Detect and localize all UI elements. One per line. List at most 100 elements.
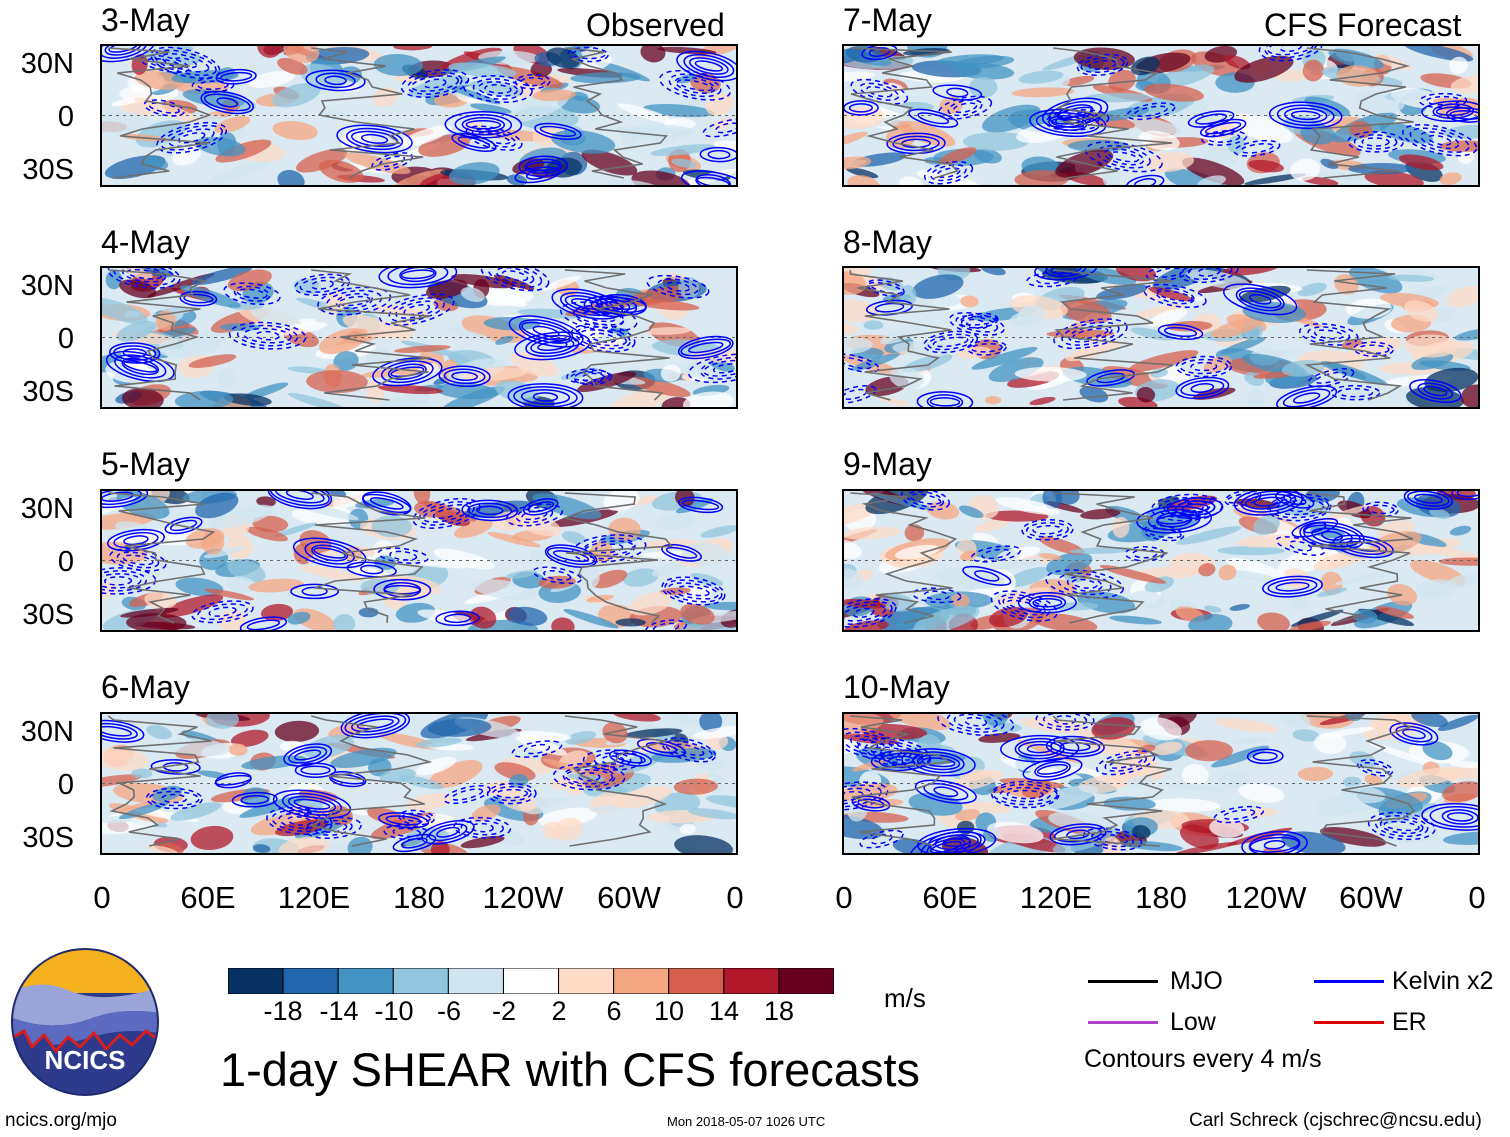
kelvin-contour (1163, 499, 1211, 516)
shear-patch (626, 124, 696, 139)
kelvin-contour (1302, 522, 1327, 534)
ytick-label: 30N (20, 270, 74, 302)
kelvin-contour (1057, 572, 1112, 596)
kelvin-contour (1276, 104, 1335, 127)
shear-patch (1320, 361, 1367, 380)
shear-patch (469, 80, 524, 97)
coastline (1052, 715, 1172, 847)
shear-patch (1244, 173, 1306, 185)
shear-patch (1181, 764, 1209, 786)
shear-patch (674, 835, 733, 853)
kelvin-contour (1022, 757, 1083, 782)
shear-patch (1411, 352, 1454, 371)
kelvin-contour (486, 782, 537, 805)
kelvin-contour (514, 331, 591, 361)
kelvin-contour (530, 337, 575, 355)
kelvin-contour (451, 788, 484, 801)
shear-patch (1297, 282, 1327, 297)
kelvin-contour (1268, 101, 1343, 130)
kelvin-contour (683, 53, 735, 79)
kelvin-contour (197, 80, 229, 90)
shear-patch (1314, 732, 1347, 755)
kelvin-contour (1379, 817, 1424, 835)
kelvin-contour (401, 837, 428, 849)
kelvin-contour (960, 315, 998, 326)
kelvin-contour (1153, 268, 1184, 278)
kelvin-contour (532, 392, 559, 402)
kelvin-contour (278, 812, 321, 830)
legend-line-mjo (1088, 980, 1158, 983)
kelvin-contour (388, 297, 445, 323)
shear-patch (160, 842, 184, 853)
kelvin-contour (423, 78, 447, 89)
shear-patch (640, 46, 666, 63)
colorbar (228, 968, 834, 994)
shear-patch (134, 97, 201, 123)
kelvin-contour (389, 550, 418, 561)
kelvin-contour (1109, 756, 1143, 769)
kelvin-contour (868, 47, 891, 57)
shear-patch (274, 720, 320, 743)
kelvin-contour (109, 548, 167, 572)
xtick-label: 60E (180, 880, 236, 915)
kelvin-contour (231, 791, 278, 808)
kelvin-contour (920, 834, 972, 853)
map-panel-fc-3 (842, 489, 1480, 632)
shear-patch (542, 275, 582, 291)
shear-patch (374, 305, 429, 318)
shear-patch (671, 158, 697, 168)
shear-patch (607, 179, 658, 185)
shear-patch (1281, 831, 1346, 853)
kelvin-contour (645, 619, 687, 630)
kelvin-contour (1267, 578, 1318, 595)
shear-patch (469, 606, 497, 629)
kelvin-contour (160, 124, 223, 151)
kelvin-contour (116, 551, 160, 569)
kelvin-contour (600, 755, 625, 765)
kelvin-contour (1357, 759, 1394, 777)
shear-patch (131, 768, 153, 779)
kelvin-contour (109, 342, 161, 364)
shear-patch (296, 148, 348, 173)
kelvin-contour (191, 600, 254, 624)
kelvin-contour (668, 582, 719, 600)
shear-patch (1234, 55, 1294, 83)
kelvin-contour (1034, 761, 1071, 778)
shear-patch (615, 618, 646, 627)
shear-patch (1279, 714, 1311, 729)
shear-patch (985, 510, 1049, 522)
kelvin-contour (451, 371, 478, 382)
shear-patch (1404, 46, 1474, 62)
shear-patch (1211, 317, 1264, 338)
kelvin-contour (677, 496, 724, 514)
footer-url[interactable]: ncics.org/mjo (5, 1110, 117, 1131)
kelvin-contour (1002, 596, 1046, 616)
shear-patch (844, 271, 867, 295)
shear-patch (1214, 718, 1279, 733)
ytick-label: 0 (57, 546, 74, 578)
shear-patch (699, 714, 723, 733)
kelvin-contour (1421, 803, 1478, 831)
kelvin-contour (436, 826, 460, 838)
kelvin-contour (1158, 496, 1216, 519)
kelvin-contour (1366, 504, 1395, 515)
shear-patch (1242, 301, 1306, 324)
shear-patch (182, 89, 245, 108)
kelvin-contour (1143, 283, 1207, 309)
kelvin-contour (1233, 139, 1281, 157)
chart-title: 1-day SHEAR with CFS forecasts (220, 1043, 920, 1096)
kelvin-contour (1423, 385, 1448, 397)
shear-patch (677, 74, 697, 84)
shear-patch (956, 820, 975, 835)
kelvin-contour (1028, 594, 1067, 611)
map-panel-obs-4 (100, 712, 738, 855)
kelvin-contour (1264, 46, 1318, 59)
kelvin-contour (140, 54, 190, 73)
shear-patch (971, 346, 1038, 370)
kelvin-contour (288, 746, 328, 764)
shear-patch (1230, 737, 1270, 745)
ytick-label: 30N (20, 716, 74, 748)
kelvin-contour (1222, 809, 1256, 820)
legend-label-low: Low (1170, 1008, 1216, 1036)
shear-patch (1011, 87, 1075, 98)
